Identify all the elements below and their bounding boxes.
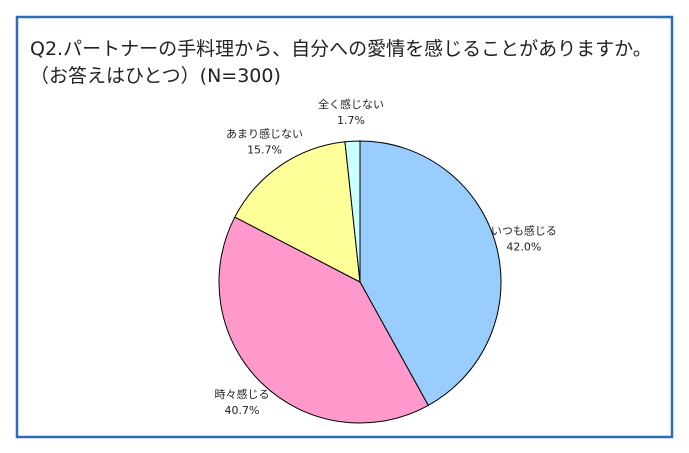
- slice-label: あまり感じない: [226, 127, 303, 140]
- slice-label: いつも感じる: [491, 225, 557, 238]
- chart-subtitle: （お答えはひとつ）(N=300): [30, 65, 281, 87]
- slice-label: 全く感じない: [318, 97, 384, 111]
- pie-slice: [344, 140, 361, 283]
- pie-slice: [218, 216, 429, 424]
- value-label: 42.0%: [506, 241, 541, 254]
- value-label: 1.7%: [337, 114, 365, 127]
- slice-label: 時々感じる: [214, 388, 269, 401]
- pie-slice: [359, 140, 502, 407]
- value-label: 40.7%: [224, 404, 259, 417]
- chart-title: Q2.パートナーの手料理から、自分への愛情を感じることがありますか。: [30, 38, 652, 60]
- value-label: 15.7%: [247, 143, 282, 156]
- pie-slice: [234, 141, 361, 283]
